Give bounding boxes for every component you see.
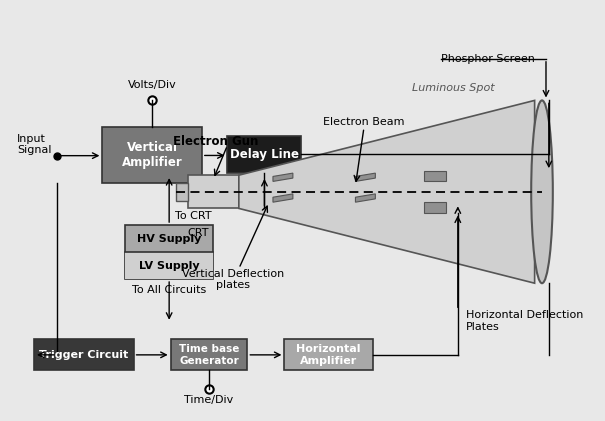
Ellipse shape <box>531 100 553 283</box>
Text: Phosphor Screen: Phosphor Screen <box>441 54 535 64</box>
Text: To All Circuits: To All Circuits <box>132 285 206 295</box>
Text: Electron Beam: Electron Beam <box>323 117 405 128</box>
Text: Horizontal Deflection
Plates: Horizontal Deflection Plates <box>466 310 584 332</box>
Text: Delay Line: Delay Line <box>230 148 299 161</box>
FancyBboxPatch shape <box>125 225 213 279</box>
Text: CRT: CRT <box>188 228 209 238</box>
Bar <box>424 171 446 181</box>
FancyBboxPatch shape <box>171 339 247 370</box>
FancyBboxPatch shape <box>284 339 373 370</box>
Text: HV Supply: HV Supply <box>137 234 201 243</box>
Polygon shape <box>176 183 188 201</box>
FancyBboxPatch shape <box>227 136 301 173</box>
Text: LV Supply: LV Supply <box>139 261 200 271</box>
Bar <box>424 202 446 213</box>
Text: Time base
Generator: Time base Generator <box>179 344 239 366</box>
Polygon shape <box>356 173 375 181</box>
Text: Vertical Deflection
plates: Vertical Deflection plates <box>182 269 284 290</box>
Text: Luminous Spot: Luminous Spot <box>413 83 495 93</box>
Text: Horizontal
Amplifier: Horizontal Amplifier <box>296 344 361 366</box>
Polygon shape <box>239 100 535 283</box>
Text: Time/Div: Time/Div <box>185 395 234 405</box>
Text: Input: Input <box>17 134 46 144</box>
Text: Volts/Div: Volts/Div <box>128 80 177 90</box>
FancyBboxPatch shape <box>34 339 134 370</box>
Polygon shape <box>356 194 375 202</box>
Text: Trigger Circuit: Trigger Circuit <box>39 350 128 360</box>
Polygon shape <box>273 173 293 181</box>
Polygon shape <box>273 194 293 202</box>
Polygon shape <box>188 175 239 208</box>
Text: To CRT: To CRT <box>175 211 212 221</box>
Text: Signal: Signal <box>17 145 51 155</box>
Text: Vertical
Amplifier: Vertical Amplifier <box>122 141 183 170</box>
FancyBboxPatch shape <box>102 128 202 184</box>
Text: Electron Gun: Electron Gun <box>174 136 259 149</box>
FancyBboxPatch shape <box>125 252 213 279</box>
